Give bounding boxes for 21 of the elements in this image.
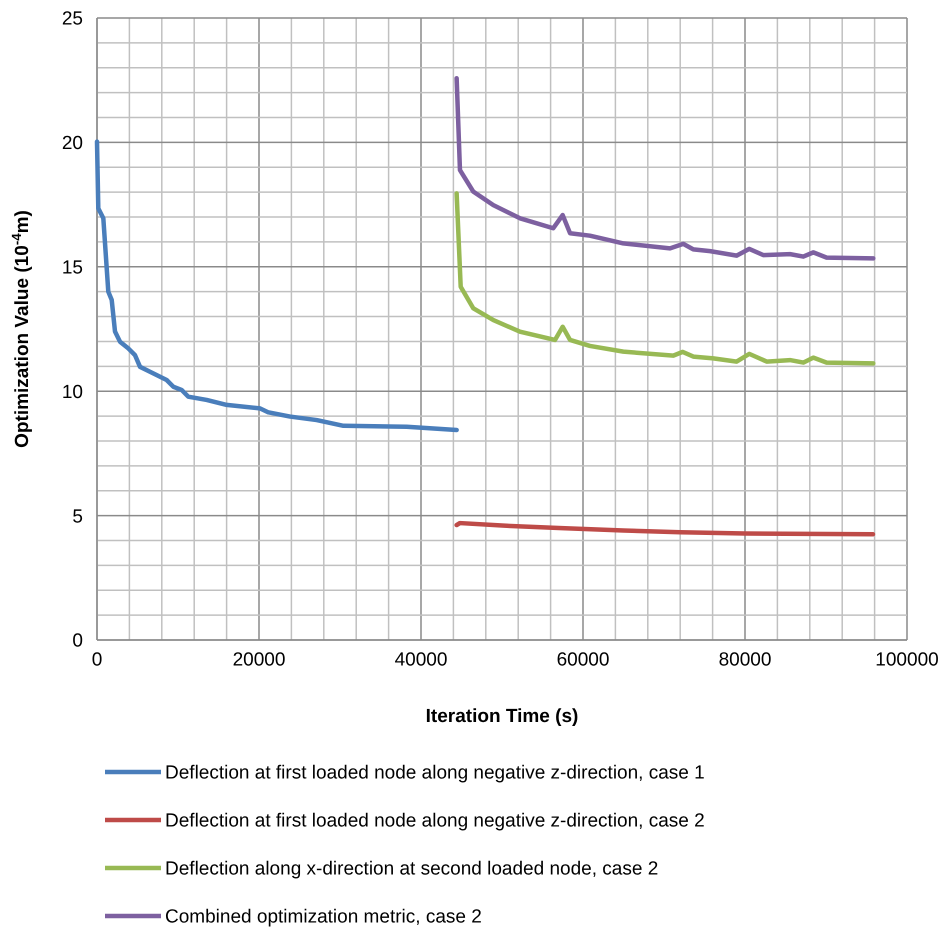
y-tick-label: 0 — [72, 630, 83, 652]
line-series — [94, 139, 459, 432]
y-tick-label: 15 — [62, 257, 83, 278]
x-tick-label: 100000 — [875, 649, 939, 670]
legend-label: Combined optimization metric, case 2 — [165, 906, 482, 928]
x-tick-label: 80000 — [718, 649, 772, 670]
line-series — [454, 520, 876, 537]
legend-label: Deflection at first loaded node along negative z-direction, case 2 — [165, 810, 705, 832]
legend-label: Deflection at first loaded node along negative z-direction, case 1 — [165, 762, 705, 784]
x-axis-title: Iteration Time (s) — [426, 706, 578, 727]
line-series — [454, 191, 876, 366]
y-tick-label: 25 — [62, 8, 83, 30]
y-tick-label: 20 — [62, 133, 83, 154]
x-tick-label: 20000 — [232, 649, 286, 670]
y-tick-label: 10 — [62, 382, 83, 403]
x-tick-label: 0 — [92, 649, 102, 670]
line-series — [454, 76, 876, 261]
x-tick-label: 40000 — [394, 649, 448, 670]
x-tick-label: 60000 — [556, 649, 610, 670]
y-tick-label: 5 — [72, 506, 83, 528]
legend-label: Deflection along x-direction at second loaded node, case 2 — [165, 858, 658, 880]
